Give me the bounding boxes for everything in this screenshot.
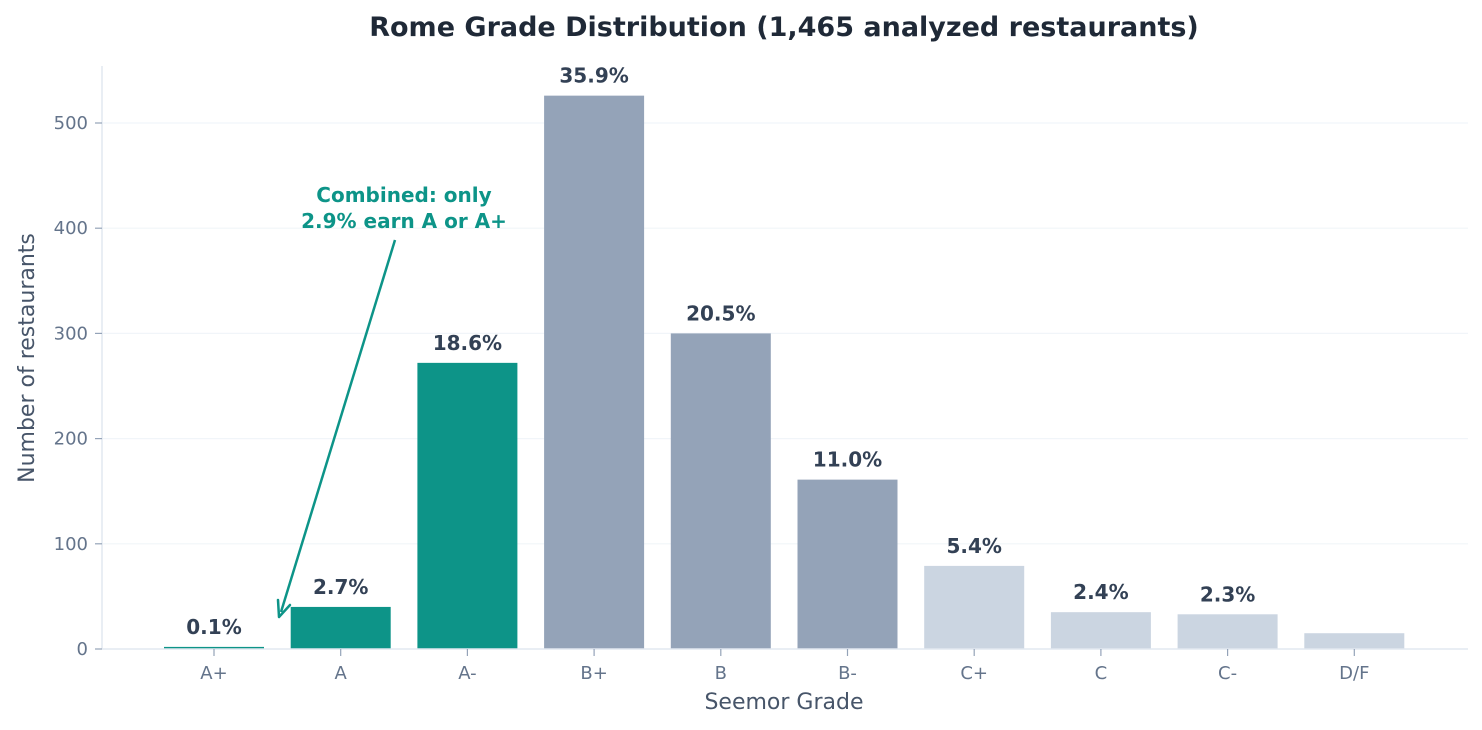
data-label: 35.9% [559,64,628,88]
ticks: 0 100 200 300 400 500 A+ A A- B+ B B- C+ C C- D/F [54,113,1370,684]
gridlines [102,122,1468,545]
bar-a [290,606,391,649]
x-tick-label: B- [838,663,857,684]
x-tick-label: C- [1218,663,1237,684]
bar-d-f [1304,633,1405,649]
data-label: 2.3% [1200,582,1255,606]
bar-c- [924,565,1025,649]
data-label: 11.0% [813,448,882,472]
data-label: 5.4% [946,534,1001,558]
annotation-line-1: Combined: only [316,183,491,207]
x-tick-label: B+ [580,663,607,684]
y-tick-label: 500 [54,113,88,134]
data-label: 0.1% [186,615,241,639]
x-axis-label: Seemor Grade [704,690,863,715]
data-label: 18.6% [433,331,502,355]
y-tick-label: 100 [54,534,88,555]
annotation-arrowhead [276,598,292,619]
y-tick-label: 0 [77,639,88,660]
annotation-line-2: 2.9% earn A or A+ [301,209,507,233]
annotation: Combined: only 2.9% earn A or A+ [276,183,507,619]
bar-a- [417,362,518,649]
data-labels: 0.1% 2.7% 18.6% 35.9% 20.5% 11.0% 5.4% 2.4% 2.3% [186,64,1255,639]
bar-b [670,333,771,649]
x-tick-label: A- [458,663,476,684]
y-axis-label: Number of restaurants [15,233,40,483]
bar-a- [164,646,264,649]
y-tick-label: 200 [54,429,88,450]
x-tick-label: D/F [1339,663,1369,684]
x-tick-label: C+ [960,663,988,684]
data-label: 2.4% [1073,580,1128,604]
annotation-arrow [279,239,397,613]
bar-b- [544,95,645,649]
chart-title: Rome Grade Distribution (1,465 analyzed … [369,12,1199,43]
bar-c- [1177,614,1278,649]
bar-c [1050,612,1151,649]
y-tick-label: 300 [54,323,88,344]
x-tick-label: C [1095,663,1108,684]
x-tick-label: A+ [200,663,227,684]
x-tick-label: A [335,663,348,684]
x-tick-label: B [715,663,727,684]
data-label: 20.5% [686,301,755,325]
axes [101,66,1468,650]
bar-b- [797,479,898,649]
data-label: 2.7% [313,575,368,599]
y-tick-label: 400 [54,218,88,239]
bars [164,95,1405,649]
